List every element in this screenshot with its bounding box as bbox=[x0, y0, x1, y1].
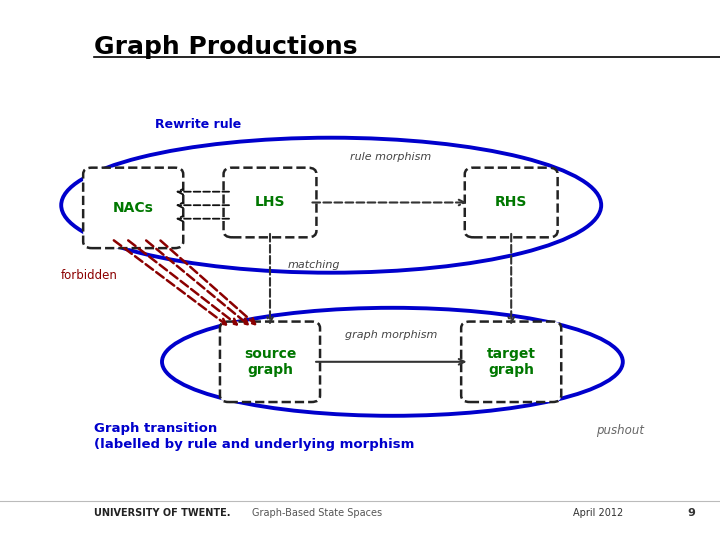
FancyBboxPatch shape bbox=[220, 322, 320, 402]
FancyBboxPatch shape bbox=[223, 167, 317, 238]
Text: source
graph: source graph bbox=[244, 347, 296, 377]
Text: NACs: NACs bbox=[113, 201, 153, 215]
Text: forbidden: forbidden bbox=[61, 269, 118, 282]
Text: (labelled by rule and underlying morphism: (labelled by rule and underlying morphis… bbox=[94, 438, 414, 451]
Text: UNIVERSITY OF TWENTE.: UNIVERSITY OF TWENTE. bbox=[94, 508, 230, 518]
Text: Graph-Based State Spaces: Graph-Based State Spaces bbox=[252, 508, 382, 518]
Text: graph morphism: graph morphism bbox=[345, 330, 437, 340]
Text: pushout: pushout bbox=[596, 424, 644, 437]
FancyBboxPatch shape bbox=[465, 167, 557, 238]
FancyBboxPatch shape bbox=[84, 167, 183, 248]
Text: April 2012: April 2012 bbox=[572, 508, 623, 518]
Text: Graph Productions: Graph Productions bbox=[94, 35, 357, 59]
Text: 9: 9 bbox=[687, 508, 695, 518]
Text: Graph transition: Graph transition bbox=[94, 422, 217, 435]
Text: LHS: LHS bbox=[255, 195, 285, 210]
Text: rule morphism: rule morphism bbox=[351, 152, 431, 162]
Text: RHS: RHS bbox=[495, 195, 527, 210]
Text: target
graph: target graph bbox=[487, 347, 536, 377]
Text: Rewrite rule: Rewrite rule bbox=[155, 118, 241, 131]
Text: matching: matching bbox=[288, 260, 341, 269]
FancyBboxPatch shape bbox=[461, 322, 562, 402]
